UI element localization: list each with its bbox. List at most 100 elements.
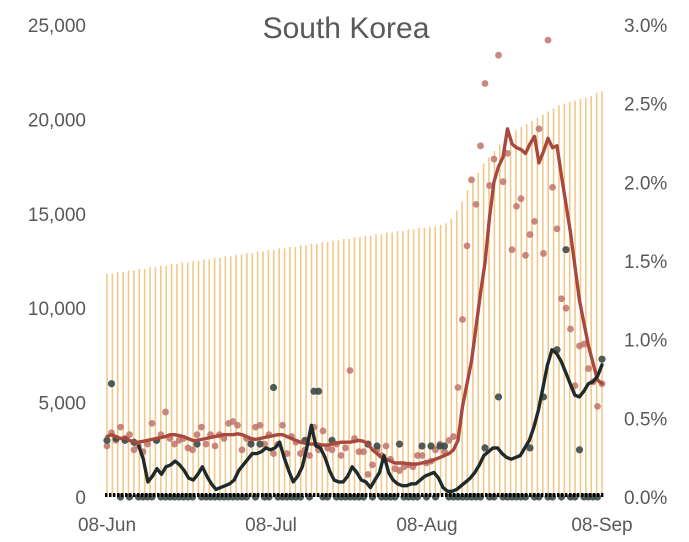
scatter-point [544, 36, 552, 44]
scatter-point [531, 217, 538, 225]
scatter-point [575, 446, 584, 454]
left-tick-label: 0 [75, 488, 86, 509]
right-tick-label: 0.5% [624, 409, 667, 430]
scatter-point [319, 427, 327, 435]
scatter-point [450, 433, 457, 440]
scatter-point [445, 436, 453, 444]
scatter-point [279, 421, 286, 429]
scatter-point [247, 440, 255, 448]
scatter-point [454, 384, 462, 391]
scatter-point [427, 442, 435, 450]
scatter-point [486, 182, 493, 189]
left-axis-ticks: 0 5,000 10,000 15,000 20,000 25,000 [28, 16, 86, 509]
scatter-point [495, 51, 502, 59]
scatter-point [148, 419, 156, 427]
series-line [137, 348, 604, 493]
scatter-point [198, 423, 205, 431]
left-tick-label: 5,000 [38, 394, 86, 415]
x-tick-label: 08-Aug [396, 515, 457, 536]
scatter-point [396, 467, 403, 474]
right-axis-ticks: 0.0% 0.5% 1.0% 1.5% 2.0% 2.5% 3.0% [624, 16, 667, 509]
scatter-point [494, 393, 503, 401]
scatter-point [463, 242, 471, 250]
scatter-point [107, 380, 116, 388]
scatter-point [567, 325, 574, 333]
left-tick-label: 10,000 [28, 299, 86, 320]
right-tick-label: 1.5% [624, 252, 667, 273]
scatter-point [193, 440, 201, 448]
right-tick-label: 0.0% [624, 488, 667, 509]
scatter-point [202, 440, 210, 448]
x-tick-label: 08-Sep [571, 515, 632, 536]
scatter-point [171, 440, 178, 448]
scatter-point [297, 450, 304, 457]
scatter-point [580, 340, 588, 348]
scatter-point [373, 442, 381, 450]
scatter-point [481, 80, 489, 87]
scatter-point [189, 446, 196, 454]
scatter-point [234, 421, 241, 429]
x-tick-label: 08-Jun [78, 515, 136, 536]
scatter-point [314, 387, 323, 395]
left-tick-label: 15,000 [28, 205, 86, 226]
scatter-point [504, 149, 511, 157]
scatter-point [499, 178, 507, 186]
bars-layer [106, 91, 603, 497]
scatter-point [459, 316, 466, 323]
scatter-point [238, 446, 246, 454]
left-tick-label: 20,000 [28, 110, 86, 131]
x-tick-label: 08-Jul [245, 515, 297, 536]
scatter-point [364, 470, 372, 478]
chart-title: South Korea [263, 12, 430, 45]
scatter-point [328, 446, 336, 454]
scatter-point [540, 250, 547, 257]
scatter-point [418, 452, 426, 459]
scatter-point [360, 448, 367, 456]
right-tick-label: 2.0% [624, 173, 667, 194]
scatter-point [562, 246, 570, 254]
scatter-point [283, 450, 291, 457]
scatter-point [526, 231, 534, 238]
scatter-point [162, 408, 169, 416]
scatter-point [229, 418, 237, 425]
scatter-point [477, 142, 484, 150]
x-axis-ticks: 08-Jun 08-Jul 08-Aug 08-Sep [78, 515, 633, 536]
scatter-point [598, 355, 606, 363]
scatter-point [594, 402, 601, 410]
lines-layer [105, 127, 604, 493]
series-line [105, 127, 604, 466]
scatter-point [522, 251, 529, 259]
scatter-point [126, 431, 133, 439]
scatter-point [342, 444, 349, 452]
scatter-point [103, 436, 111, 444]
scatter-point [526, 444, 534, 452]
scatter-point [270, 450, 277, 457]
scatter-point [517, 195, 525, 203]
scatter-point [562, 304, 570, 312]
scatter-point [513, 202, 520, 210]
scatter-point [269, 383, 278, 392]
scatter-point [481, 444, 489, 452]
right-tick-label: 3.0% [624, 16, 667, 37]
scatter-point [256, 421, 264, 429]
scatter-point [508, 246, 516, 254]
scatter-point [585, 365, 592, 373]
scatter-point [306, 452, 313, 459]
right-tick-label: 2.5% [624, 95, 667, 116]
scatter-point [103, 442, 111, 450]
scatter-point [553, 225, 561, 233]
scatter-point [468, 176, 475, 184]
scatter-point [211, 442, 219, 450]
scatter-point [535, 125, 543, 133]
left-tick-label: 25,000 [28, 16, 86, 37]
scatter-point [346, 367, 354, 374]
scatter-point [117, 423, 124, 431]
scatter-point [558, 295, 565, 303]
scatter-point [490, 155, 498, 163]
scatter-point [418, 442, 426, 450]
scatter-point [130, 446, 138, 454]
scatter-point [369, 461, 376, 469]
scatter-point [549, 183, 556, 191]
